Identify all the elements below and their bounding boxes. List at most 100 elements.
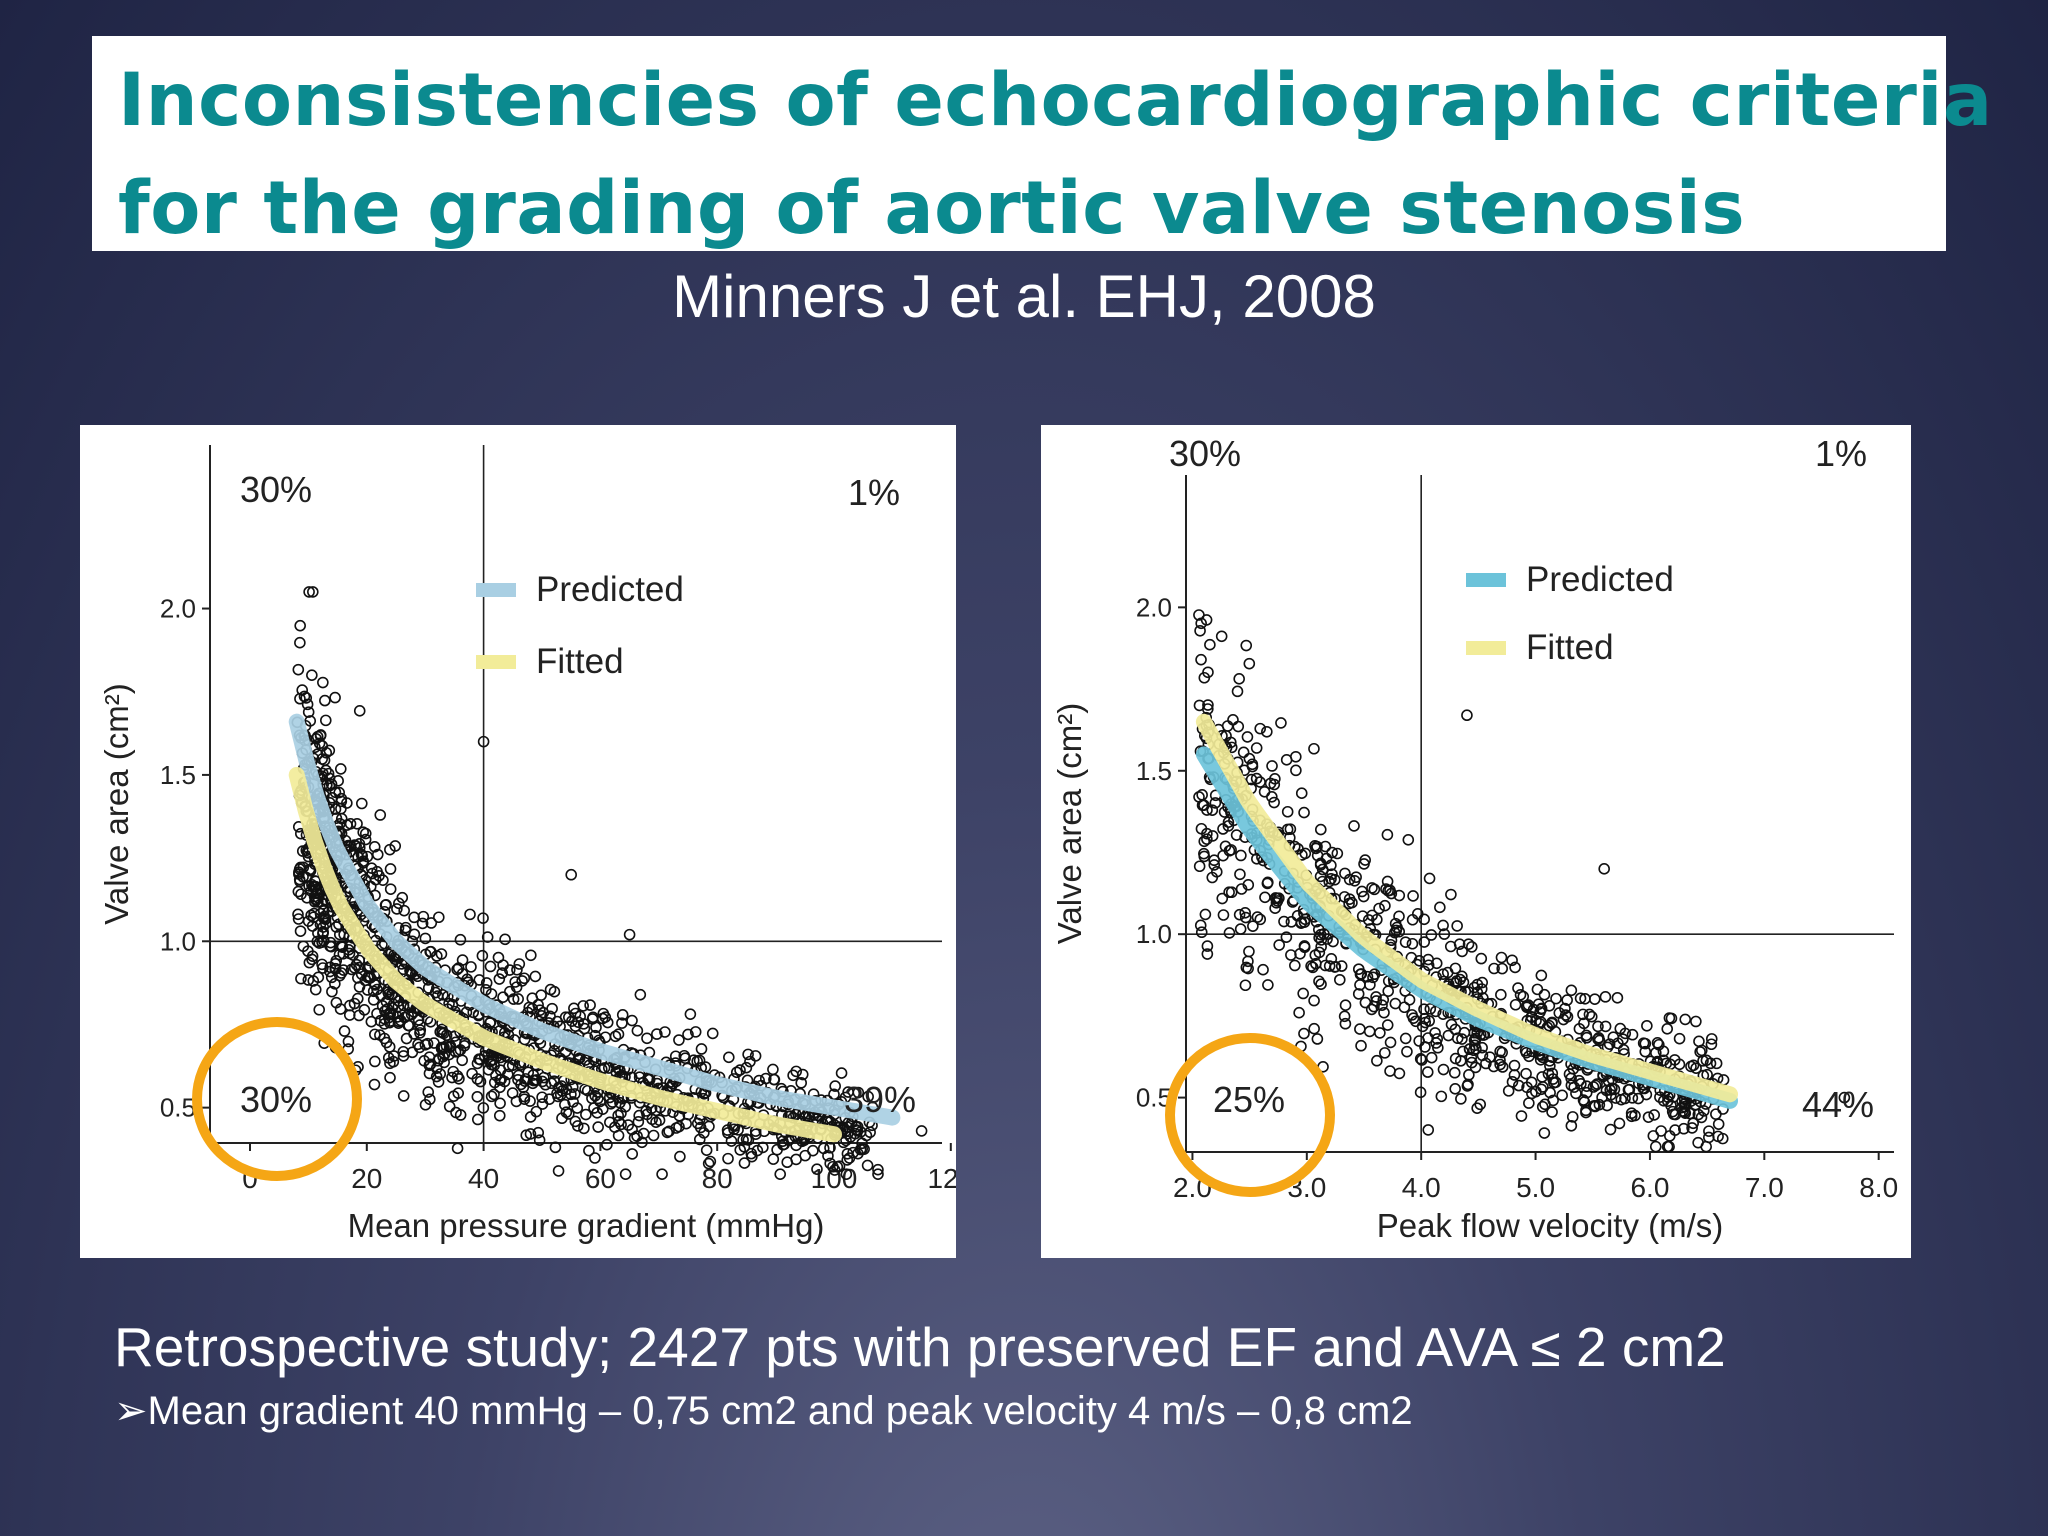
data-point bbox=[1425, 1051, 1438, 1064]
data-point bbox=[493, 1109, 506, 1122]
data-point bbox=[518, 1093, 531, 1105]
data-point bbox=[1294, 948, 1306, 960]
data-point bbox=[1614, 1022, 1627, 1035]
legend-swatch-predicted bbox=[476, 583, 516, 597]
data-point bbox=[1240, 961, 1253, 974]
data-point bbox=[1364, 978, 1376, 991]
title-box: Inconsistencies of echocardiographic cri… bbox=[92, 36, 1992, 251]
data-point bbox=[1250, 772, 1263, 785]
data-point bbox=[1599, 1020, 1612, 1033]
legend-swatch-fitted bbox=[1466, 641, 1506, 655]
data-point bbox=[1365, 1003, 1378, 1016]
data-point bbox=[294, 619, 306, 632]
x-tick-label: 4.0 bbox=[1402, 1172, 1441, 1203]
data-point bbox=[1306, 961, 1319, 974]
data-point bbox=[480, 983, 492, 996]
data-point bbox=[431, 990, 444, 1002]
data-point bbox=[1361, 970, 1374, 983]
data-point bbox=[1281, 805, 1294, 818]
data-point bbox=[1198, 835, 1211, 848]
data-point bbox=[1368, 968, 1381, 981]
data-point bbox=[1561, 994, 1573, 1006]
data-point bbox=[323, 744, 336, 757]
x-tick-label: 120 bbox=[927, 1163, 956, 1194]
data-point bbox=[1475, 952, 1488, 965]
curve-predicted bbox=[288, 713, 901, 1126]
data-point bbox=[1465, 1051, 1478, 1064]
data-point bbox=[549, 1141, 562, 1154]
data-point bbox=[1456, 1033, 1468, 1045]
data-point bbox=[440, 1029, 453, 1041]
data-point bbox=[362, 962, 374, 974]
y-axis-label: Valve area (cm²) bbox=[98, 683, 135, 924]
data-point bbox=[1604, 1123, 1617, 1136]
data-point bbox=[1538, 1127, 1551, 1139]
data-point bbox=[1331, 847, 1344, 860]
data-point bbox=[484, 1017, 496, 1029]
data-point bbox=[325, 778, 338, 791]
data-point bbox=[817, 1142, 830, 1155]
data-point bbox=[456, 1054, 468, 1067]
data-point bbox=[359, 833, 372, 846]
data-point bbox=[305, 885, 317, 897]
data-point bbox=[1195, 926, 1208, 939]
data-point bbox=[1418, 936, 1431, 948]
data-point bbox=[437, 1042, 449, 1055]
data-point bbox=[318, 910, 331, 923]
data-point bbox=[1565, 984, 1578, 997]
data-point bbox=[1275, 717, 1287, 729]
data-point bbox=[1523, 1097, 1535, 1109]
data-point bbox=[416, 917, 429, 930]
data-point bbox=[1254, 913, 1267, 926]
data-point bbox=[751, 1144, 764, 1157]
data-point bbox=[1241, 731, 1254, 743]
data-point bbox=[344, 999, 356, 1012]
data-point bbox=[413, 1041, 426, 1054]
data-point bbox=[1217, 849, 1229, 862]
data-point bbox=[1539, 1098, 1551, 1111]
data-point bbox=[1480, 1057, 1492, 1070]
data-point bbox=[496, 967, 509, 979]
data-point bbox=[1268, 796, 1280, 809]
data-point bbox=[742, 1048, 754, 1061]
data-point bbox=[864, 1126, 876, 1139]
data-point bbox=[1409, 1015, 1422, 1028]
data-point bbox=[594, 1095, 606, 1108]
data-point bbox=[1573, 1022, 1586, 1035]
data-point bbox=[1293, 1006, 1305, 1019]
data-point bbox=[404, 964, 416, 977]
data-point bbox=[1406, 937, 1419, 950]
data-point bbox=[1194, 919, 1207, 932]
data-point bbox=[1449, 1083, 1461, 1095]
data-point bbox=[1422, 959, 1435, 972]
data-point bbox=[1384, 1065, 1396, 1077]
data-point bbox=[1239, 911, 1252, 924]
data-point bbox=[1198, 671, 1211, 684]
data-point bbox=[1195, 653, 1207, 666]
data-point bbox=[781, 1156, 794, 1169]
data-point bbox=[1245, 773, 1258, 786]
data-point bbox=[777, 1138, 789, 1151]
data-point bbox=[353, 841, 366, 854]
data-point bbox=[434, 1068, 447, 1080]
data-point bbox=[295, 888, 307, 901]
data-point bbox=[380, 899, 392, 911]
data-point bbox=[1665, 1012, 1678, 1025]
data-point bbox=[1356, 885, 1368, 898]
data-point bbox=[1494, 1058, 1506, 1071]
data-point bbox=[1414, 1086, 1427, 1099]
data-point bbox=[1388, 926, 1401, 939]
data-point bbox=[1393, 889, 1406, 902]
data-point bbox=[1425, 929, 1438, 941]
data-point bbox=[1712, 1118, 1725, 1130]
data-point bbox=[1531, 983, 1544, 996]
data-point bbox=[568, 1002, 580, 1015]
data-point bbox=[444, 1040, 457, 1052]
data-point bbox=[1457, 1045, 1469, 1058]
data-point bbox=[673, 1034, 685, 1046]
data-point bbox=[1318, 928, 1330, 940]
data-point bbox=[559, 1011, 572, 1023]
data-point bbox=[1193, 791, 1205, 803]
data-point bbox=[695, 1043, 708, 1055]
data-point bbox=[435, 948, 448, 960]
